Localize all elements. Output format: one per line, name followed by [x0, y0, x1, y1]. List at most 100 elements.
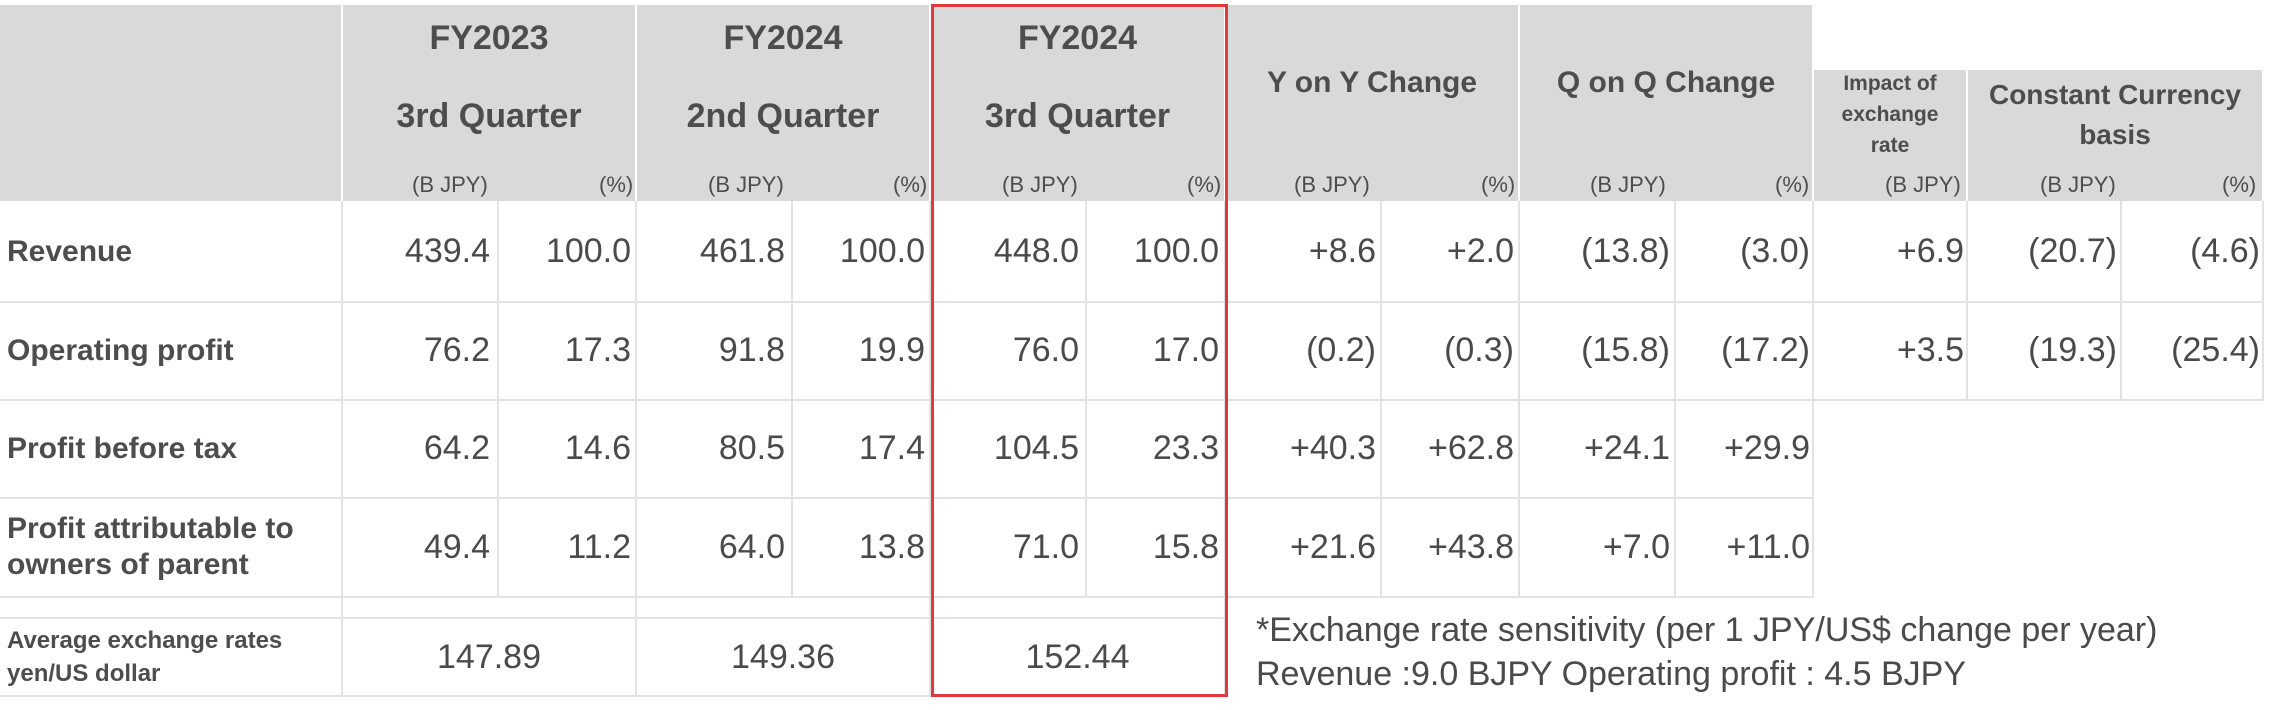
period-quarter: 3rd Quarter [984, 97, 1171, 135]
row-divider [0, 695, 1226, 697]
cell-value: (4.6) [2190, 232, 2260, 270]
unit-pct: (%) [1775, 172, 1810, 197]
cell-value: 91.8 [718, 331, 785, 369]
cell-value: 71.0 [1012, 528, 1079, 566]
sensitivity-note-line1: *Exchange rate sensitivity (per 1 JPY/US… [1256, 611, 2158, 649]
cell-value: (13.8) [1581, 232, 1670, 270]
row-label-exchange-rates: Revenue Average exchange rates yen/US do… [7, 627, 283, 687]
unit-pct: (%) [1187, 172, 1222, 197]
unit-bjpy: (B JPY) [1885, 172, 1961, 197]
cell-value: 100.0 [545, 232, 631, 270]
header-corner [0, 5, 341, 201]
yoy-change-header: Y on Y Change [1266, 66, 1478, 99]
cell-value: 64.2 [423, 429, 490, 467]
exchange-rate-fy2023-q3: 147.89 [437, 638, 541, 676]
header-separator [1812, 5, 1814, 201]
column-divider [497, 201, 499, 598]
cell-value: (0.3) [1444, 331, 1514, 369]
unit-bjpy: (B JPY) [1002, 172, 1078, 197]
period-year: FY2023 [429, 19, 549, 57]
column-divider [341, 201, 343, 697]
period-year: FY2024 [723, 19, 843, 57]
cell-value: 104.5 [993, 429, 1079, 467]
cell-value: +7.0 [1602, 528, 1670, 566]
row-label-profit-attributable: Profit attributable to owners of parent [7, 512, 294, 581]
cell-value: (25.4) [2171, 331, 2260, 369]
unit-bjpy: (B JPY) [412, 172, 488, 197]
exchange-rate-fy2024-q2: 149.36 [731, 638, 835, 676]
column-divider [1518, 201, 1520, 598]
cell-value: +43.8 [1427, 528, 1514, 566]
cell-value: 100.0 [839, 232, 925, 270]
cell-value: (3.0) [1740, 232, 1810, 270]
cell-value: (19.3) [2028, 331, 2117, 369]
period-quarter: 2nd Quarter [686, 97, 880, 135]
cell-value: +40.3 [1289, 429, 1376, 467]
cell-value: 17.4 [858, 429, 925, 467]
header-constant [1968, 70, 2262, 201]
column-divider [791, 201, 793, 598]
row-label-revenue: Revenue [7, 235, 133, 268]
unit-pct: (%) [1481, 172, 1516, 197]
cell-value: +11.0 [1726, 528, 1810, 566]
cell-value: 80.5 [718, 429, 785, 467]
cell-value: 439.4 [404, 232, 490, 270]
row-divider [0, 399, 2262, 401]
unit-bjpy: (B JPY) [1590, 172, 1666, 197]
cell-value: +3.5 [1896, 331, 1964, 369]
header-yoy [1226, 5, 1518, 201]
cell-value: 49.4 [423, 528, 490, 566]
cell-value: +21.6 [1289, 528, 1376, 566]
column-divider [1380, 201, 1382, 598]
cell-value: 76.2 [423, 331, 490, 369]
cell-value: 17.0 [1152, 331, 1219, 369]
column-divider [2262, 201, 2264, 401]
constant-currency-header: Constant Currency basis [1988, 79, 2242, 150]
cell-value: +24.1 [1583, 429, 1670, 467]
row-label-operating-profit: Operating profit [7, 334, 234, 367]
row-divider [0, 301, 2262, 303]
row-divider [0, 596, 1814, 598]
cell-value: 13.8 [858, 528, 925, 566]
header-separator [929, 5, 931, 201]
sensitivity-note-line2: Revenue :9.0 BJPY Operating profit : 4.5… [1256, 655, 1966, 693]
cell-value: 23.3 [1152, 429, 1219, 467]
cell-value: +29.9 [1723, 429, 1810, 467]
cell-value: 14.6 [564, 429, 631, 467]
row-divider [0, 497, 1814, 499]
period-quarter: 3rd Quarter [396, 97, 582, 135]
cell-value: (0.2) [1306, 331, 1376, 369]
header-separator [1518, 5, 1520, 201]
cell-value: +62.8 [1427, 429, 1514, 467]
column-divider [1674, 201, 1676, 598]
cell-value: (15.8) [1581, 331, 1670, 369]
cell-value: 76.0 [1012, 331, 1079, 369]
qoq-change-header: Q on Q Change [1556, 66, 1776, 99]
unit-bjpy: (B JPY) [2040, 172, 2116, 197]
cell-value: (17.2) [1721, 331, 1810, 369]
cell-value: +6.9 [1896, 232, 1964, 270]
row-divider [0, 617, 1226, 619]
unit-pct: (%) [893, 172, 928, 197]
cell-value: 461.8 [699, 232, 785, 270]
exchange-rate-fy2024-q3: 152.44 [1025, 638, 1130, 676]
header-separator [1224, 5, 1226, 201]
header-qoq [1520, 5, 1812, 201]
cell-value: 17.3 [564, 331, 631, 369]
unit-pct: (%) [2222, 172, 2257, 197]
column-divider [1224, 201, 1226, 697]
header-separator [1966, 70, 1968, 201]
cell-value: 19.9 [858, 331, 925, 369]
cell-value: +2.0 [1446, 232, 1514, 270]
header-separator [635, 5, 637, 201]
column-divider [1812, 201, 1814, 598]
impact-exchange-header: Impact of exchange rate [1841, 72, 1939, 157]
cell-value: 15.8 [1152, 528, 1219, 566]
header-impact [1814, 70, 1966, 201]
header-fy2024-q2 [637, 5, 929, 201]
cell-value: 100.0 [1133, 232, 1219, 270]
cell-value: 64.0 [718, 528, 785, 566]
column-divider [1085, 201, 1087, 598]
cell-value: (20.7) [2028, 232, 2117, 270]
unit-bjpy: (B JPY) [708, 172, 784, 197]
